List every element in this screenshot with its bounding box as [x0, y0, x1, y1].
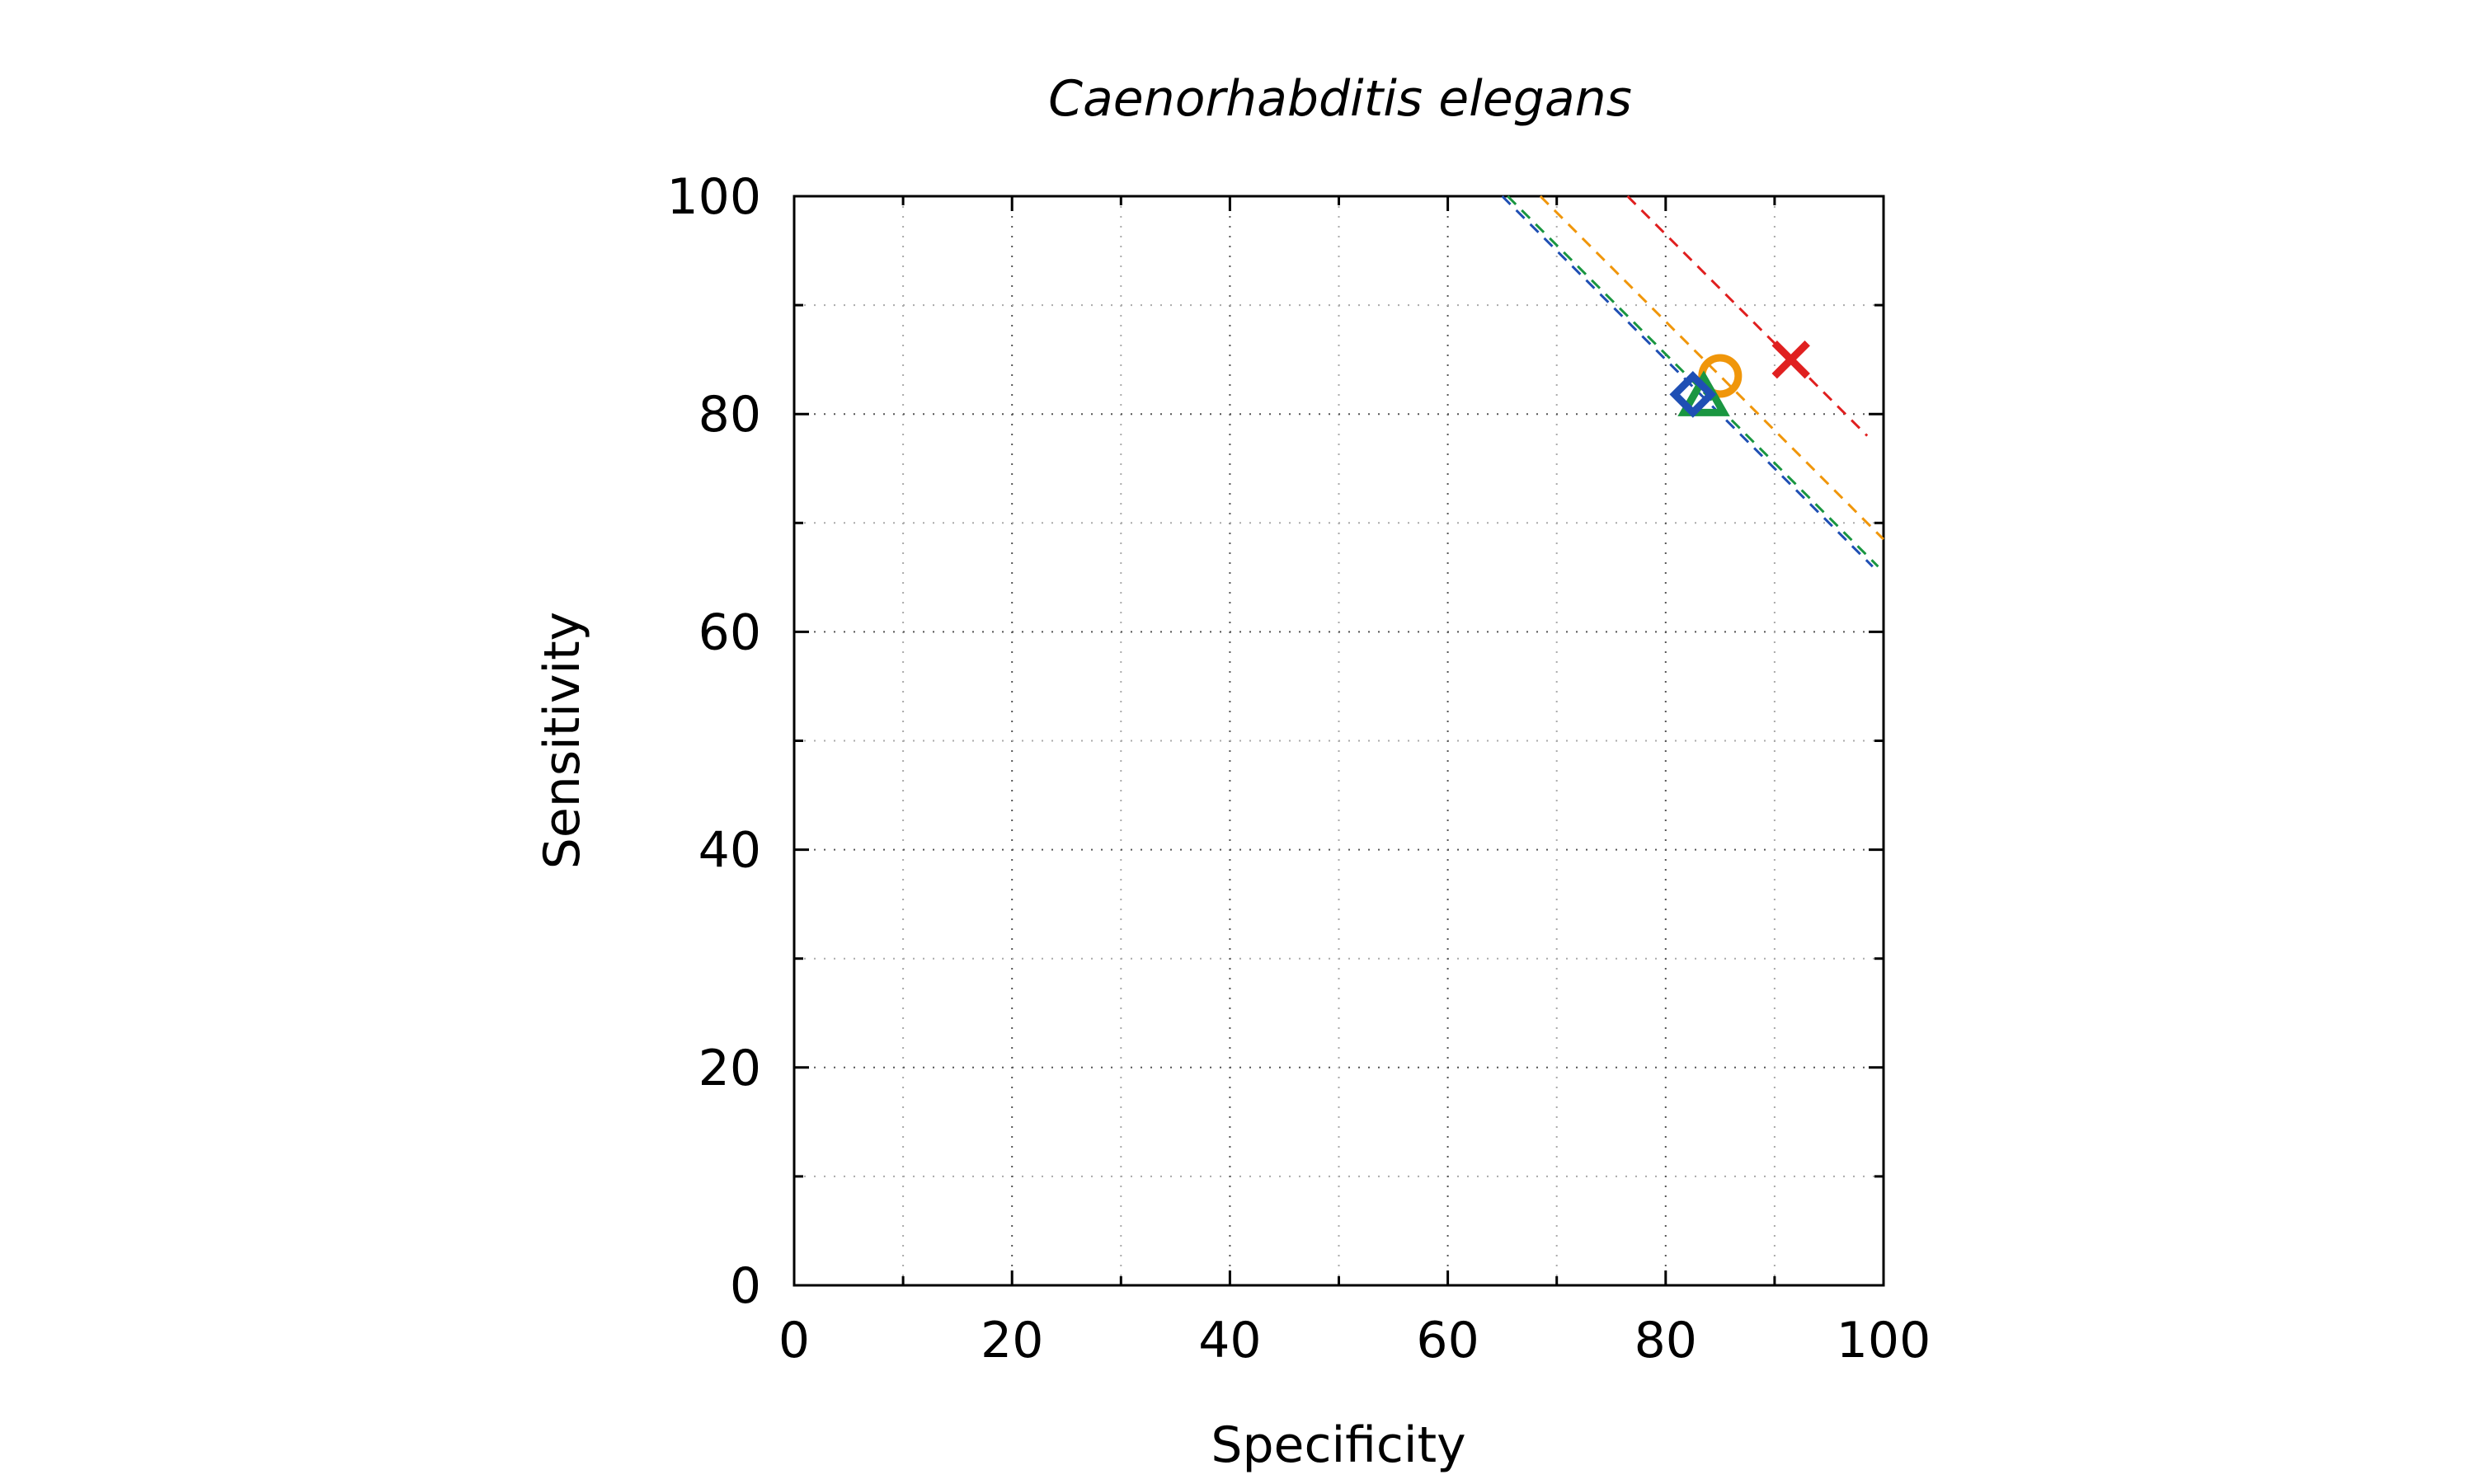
chart-title: Caenorhabditis elegans	[1048, 70, 1632, 128]
marker-cross	[1771, 340, 1810, 379]
y-tick-label: 60	[698, 603, 761, 661]
x-tick-label: 0	[778, 1312, 810, 1369]
tick-labels: 0 20 40 60 80 100 0 20 40 60 80 100	[666, 168, 1931, 1369]
x-tick-label: 20	[981, 1312, 1043, 1369]
x-tick-label: 100	[1837, 1312, 1931, 1369]
x-tick-label: 40	[1198, 1312, 1261, 1369]
y-tick-label: 80	[698, 386, 761, 444]
reference-line-cross	[1626, 195, 1869, 437]
x-tick-label: 60	[1416, 1312, 1479, 1369]
y-tick-label: 40	[698, 822, 761, 880]
y-axis-label: Sensitivity	[534, 612, 591, 869]
reference-line-circle	[1539, 195, 1885, 541]
y-tick-label: 0	[730, 1257, 761, 1315]
marker-diamond	[1669, 371, 1717, 418]
markers	[1669, 340, 1810, 418]
grid	[794, 196, 1884, 1285]
y-tick-label: 100	[666, 168, 761, 226]
ticks	[793, 195, 1885, 1287]
x-tick-label: 80	[1634, 1312, 1697, 1369]
x-axis-label: Specificity	[1211, 1416, 1465, 1474]
y-tick-label: 20	[698, 1040, 761, 1097]
